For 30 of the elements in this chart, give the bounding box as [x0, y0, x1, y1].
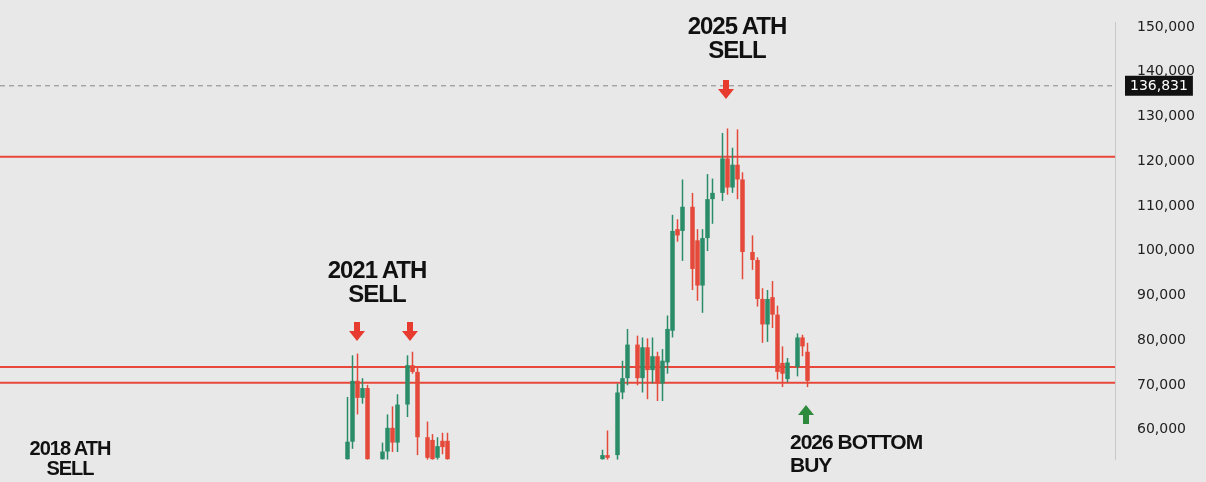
candlestick — [800, 334, 805, 357]
candlestick — [770, 280, 775, 329]
candlestick — [435, 436, 440, 461]
candlestick — [785, 357, 790, 383]
candlestick — [360, 377, 365, 405]
candlestick — [390, 405, 395, 453]
annotation: 2021 ATH SELL — [326, 256, 428, 307]
y-tick-label: 100,000 — [1137, 241, 1195, 258]
ref-line-label: 136,831 — [1130, 77, 1188, 94]
candlestick — [605, 429, 610, 461]
candlestick — [650, 336, 655, 385]
y-tick-label: 130,000 — [1137, 107, 1195, 124]
annotation: 2026 BOTTOM BUY — [790, 430, 924, 476]
y-tick-label: 120,000 — [1137, 151, 1195, 168]
candlestick — [675, 218, 680, 243]
annotation: 2025 ATH SELL — [686, 12, 788, 63]
candlestick — [750, 234, 755, 271]
y-tick-label: 90,000 — [1137, 286, 1186, 303]
y-tick-label: 150,000 — [1137, 17, 1195, 34]
y-tick-label: 60,000 — [1137, 420, 1186, 437]
candlestick — [710, 177, 715, 225]
annotation: 2018 ATH SELL — [28, 437, 112, 479]
y-tick-label: 70,000 — [1137, 375, 1186, 392]
y-tick-label: 80,000 — [1137, 330, 1186, 347]
y-tick-label: 140,000 — [1137, 62, 1195, 79]
candlestick — [345, 396, 350, 461]
candlestick — [730, 146, 735, 194]
candlestick — [385, 413, 390, 461]
y-tick-label: 110,000 — [1137, 196, 1195, 213]
candlestick — [620, 359, 625, 400]
